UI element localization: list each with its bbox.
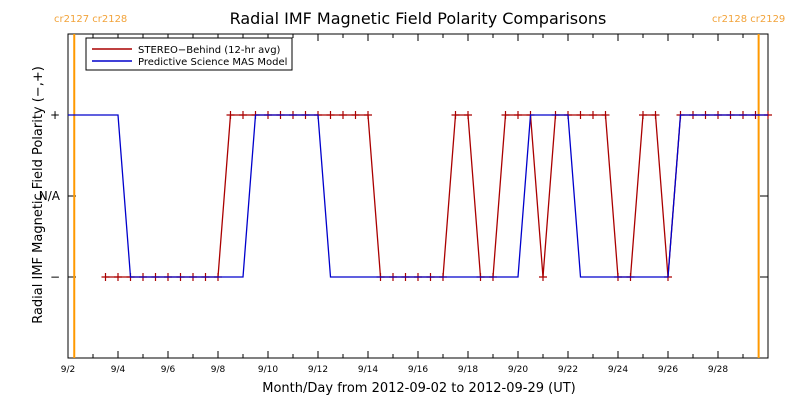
x-tick-label: 9/26 (658, 365, 678, 375)
legend: STEREO−Behind (12-hr avg)Predictive Scie… (85, 37, 293, 71)
x-tick-label: 9/10 (258, 365, 278, 375)
series-line (68, 114, 768, 278)
data-point (464, 111, 472, 119)
data-point (651, 111, 660, 119)
data-point (339, 111, 347, 119)
y-tick-label: + (50, 108, 60, 122)
x-tick-label: 9/16 (408, 365, 428, 375)
x-tick-label: 9/28 (708, 365, 728, 375)
data-point (364, 111, 372, 119)
y-axis-label: Radial IMF Magnetic Field Polarity (−,+) (31, 66, 46, 324)
x-tick-label: 9/20 (508, 365, 528, 375)
stereo-series (101, 111, 772, 281)
x-tick-label: 9/14 (358, 365, 378, 375)
carrington-marker-label: cr2127 cr2128 (54, 14, 127, 25)
legend-label: STEREO−Behind (12-hr avg) (138, 45, 281, 56)
x-tick-label: 9/12 (308, 365, 328, 375)
data-point (576, 111, 585, 119)
data-point (226, 111, 235, 119)
y-tick-label: − (50, 270, 60, 284)
data-point (639, 111, 647, 119)
x-axis-label: Month/Day from 2012-09-02 to 2012-09-29 … (262, 381, 575, 396)
data-point (326, 111, 335, 119)
x-tick-label: 9/4 (111, 365, 126, 375)
x-tick-label: 9/6 (161, 365, 176, 375)
x-tick-label: 9/8 (211, 365, 226, 375)
data-point (514, 111, 522, 119)
legend-box (85, 37, 293, 71)
x-tick-label: 9/2 (61, 365, 75, 375)
series-line (105, 114, 768, 278)
carrington-marker-label: cr2128 cr2129 (712, 14, 785, 25)
x-tick-label: 9/22 (558, 365, 578, 375)
plot-frame (67, 33, 769, 359)
data-point (451, 111, 460, 119)
x-tick-label: 9/24 (608, 365, 628, 375)
data-point (539, 273, 547, 281)
data-point (101, 273, 110, 281)
data-point (239, 111, 247, 119)
mas-series (68, 114, 768, 278)
legend-label: Predictive Science MAS Model (138, 57, 287, 68)
data-point (114, 273, 122, 281)
data-point (601, 111, 610, 119)
data-point (501, 111, 510, 119)
y-tick-label: N/A (39, 189, 61, 203)
chart-title: Radial IMF Magnetic Field Polarity Compa… (230, 9, 607, 28)
data-point (589, 111, 597, 119)
x-tick-label: 9/18 (458, 365, 478, 375)
data-point (351, 111, 360, 119)
